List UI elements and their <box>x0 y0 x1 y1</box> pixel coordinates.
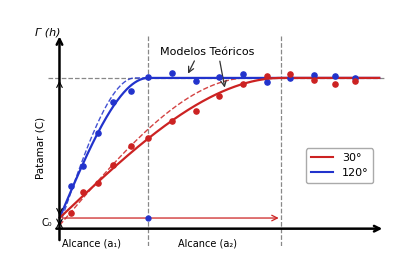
Point <box>287 71 293 76</box>
Point <box>68 184 75 188</box>
Text: Alcance (a₂): Alcance (a₂) <box>178 238 237 248</box>
Point <box>311 73 317 78</box>
Legend: 30°, 120°: 30°, 120° <box>306 148 373 183</box>
Point <box>311 77 317 82</box>
Point <box>352 76 358 81</box>
Point <box>80 164 86 169</box>
Point <box>331 82 338 86</box>
Point <box>169 71 175 75</box>
Point <box>240 71 246 76</box>
Point <box>68 211 75 215</box>
Text: C₀: C₀ <box>41 218 52 228</box>
Point <box>127 88 134 93</box>
Point <box>80 190 86 194</box>
Point <box>95 181 101 185</box>
Point <box>127 144 134 148</box>
Point <box>145 75 152 79</box>
Point <box>145 136 152 140</box>
Point <box>193 79 199 83</box>
Point <box>110 163 116 168</box>
Text: Γ (h): Γ (h) <box>35 27 60 37</box>
Point <box>331 74 338 78</box>
Point <box>264 80 270 84</box>
Point <box>95 131 101 136</box>
Point <box>216 94 222 98</box>
Point <box>216 75 222 80</box>
Text: Modelos Teóricos: Modelos Teóricos <box>160 47 254 57</box>
Point <box>287 75 293 80</box>
Point <box>352 79 358 83</box>
Point <box>264 74 270 79</box>
Point <box>240 82 246 86</box>
Text: Alcance (a₁): Alcance (a₁) <box>62 238 121 248</box>
Text: Patamar (C): Patamar (C) <box>35 117 45 179</box>
Point <box>169 118 175 123</box>
Point <box>193 109 199 114</box>
Point <box>110 100 116 105</box>
